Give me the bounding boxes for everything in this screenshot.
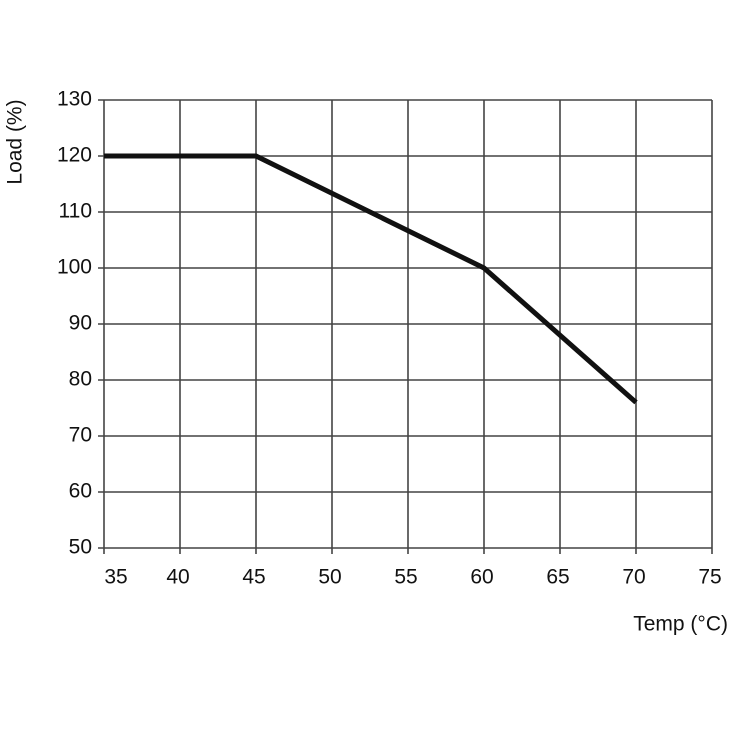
- y-tick-label: 100: [57, 256, 92, 279]
- x-axis-label: Temp (°C): [633, 613, 728, 636]
- y-tick-label: 70: [69, 424, 92, 447]
- x-tick-label: 45: [242, 566, 265, 589]
- y-tick-label: 110: [59, 200, 92, 223]
- x-tick-label: 35: [104, 566, 127, 589]
- y-tick-label: 130: [57, 88, 92, 111]
- data-line: [104, 153, 638, 405]
- x-tick-label: 50: [318, 566, 341, 589]
- x-tick-label: 65: [546, 566, 569, 589]
- y-tick-label: 90: [69, 312, 92, 335]
- x-tick-label: 75: [698, 566, 721, 589]
- y-tick-label: 120: [57, 144, 92, 167]
- x-tick-label: 40: [166, 566, 189, 589]
- y-tick-label: 60: [69, 480, 92, 503]
- x-tick-label: 55: [394, 566, 417, 589]
- y-tick-label: 50: [69, 536, 92, 559]
- y-tick-label: 80: [69, 368, 92, 391]
- y-axis-label: Load (%): [4, 99, 27, 184]
- x-tick-label: 70: [622, 566, 645, 589]
- x-tick-label: 60: [470, 566, 493, 589]
